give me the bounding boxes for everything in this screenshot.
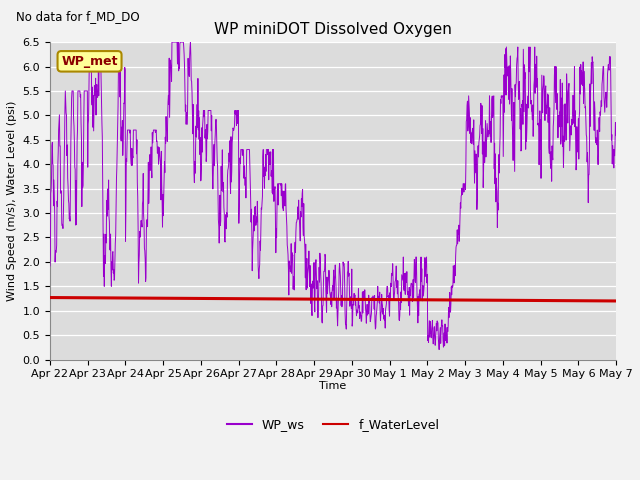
Text: WP_met: WP_met [61,55,118,68]
Title: WP miniDOT Dissolved Oxygen: WP miniDOT Dissolved Oxygen [214,22,452,37]
Text: No data for f_MD_DO: No data for f_MD_DO [16,10,140,23]
X-axis label: Time: Time [319,381,347,391]
Y-axis label: Wind Speed (m/s), Water Level (psi): Wind Speed (m/s), Water Level (psi) [7,101,17,301]
Legend: WP_ws, f_WaterLevel: WP_ws, f_WaterLevel [222,413,444,436]
